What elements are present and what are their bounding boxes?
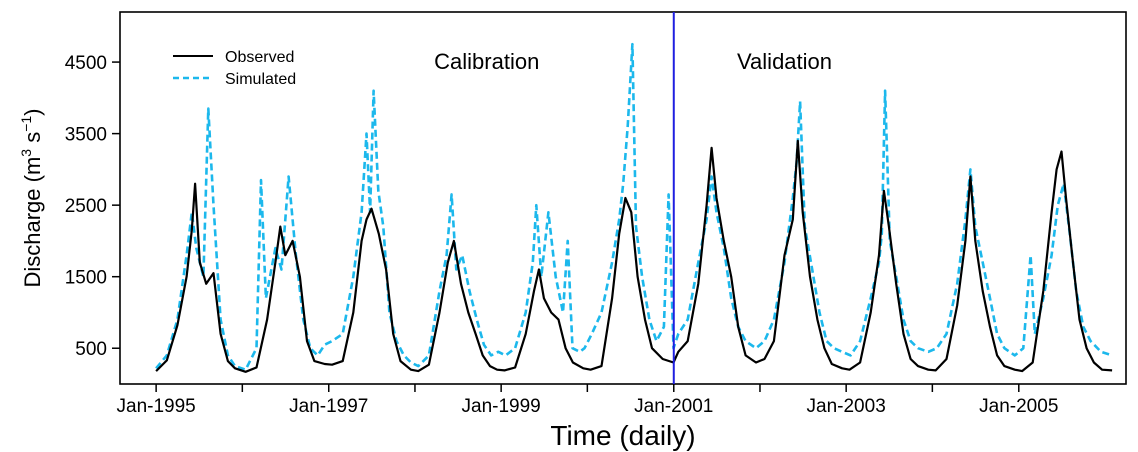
legend-observed-label: Observed [225,49,294,66]
x-tick-label: Jan-1995 [117,396,196,417]
x-axis: Jan-1995 Jan-1997 Jan-1999 Jan-2001 Jan-2003… [117,384,1058,417]
series-simulated-line [155,42,1113,371]
x-tick-label: Jan-1999 [462,396,541,417]
y-tick-label: 500 [75,339,107,360]
svg-text:Discharge (m3 s−1): Discharge (m3 s−1) [18,108,45,287]
legend-simulated-label: Simulated [225,71,296,88]
y-axis-title-sup2: −1 [18,116,34,132]
y-axis-title-sup1: 3 [18,149,34,157]
y-axis-title-mid: s [20,132,45,149]
legend: Observed Simulated [173,49,296,88]
x-tick-label: Jan-2001 [634,396,713,417]
x-tick-label: Jan-2003 [807,396,886,417]
x-tick-label: Jan-2005 [979,396,1058,417]
y-tick-label: 2500 [65,196,107,217]
series-observed-line [155,139,1113,373]
y-axis-title: Discharge (m3 s−1) [18,108,45,287]
plot-frame [119,11,1127,385]
annotation-layer: Calibration Validation [434,49,832,74]
y-axis: 500 1500 2500 3500 4500 [65,53,120,360]
x-tick-label: Jan-1997 [289,396,368,417]
y-tick-label: 1500 [65,268,107,289]
y-axis-title-main: Discharge (m [20,157,45,288]
y-tick-label: 4500 [65,53,107,74]
annotation-validation: Validation [737,49,832,74]
x-axis-title: Time (daily) [550,420,695,451]
y-axis-title-end: ) [20,108,45,115]
series-layer [155,42,1113,373]
y-tick-label: 3500 [65,125,107,146]
annotation-calibration: Calibration [434,49,539,74]
